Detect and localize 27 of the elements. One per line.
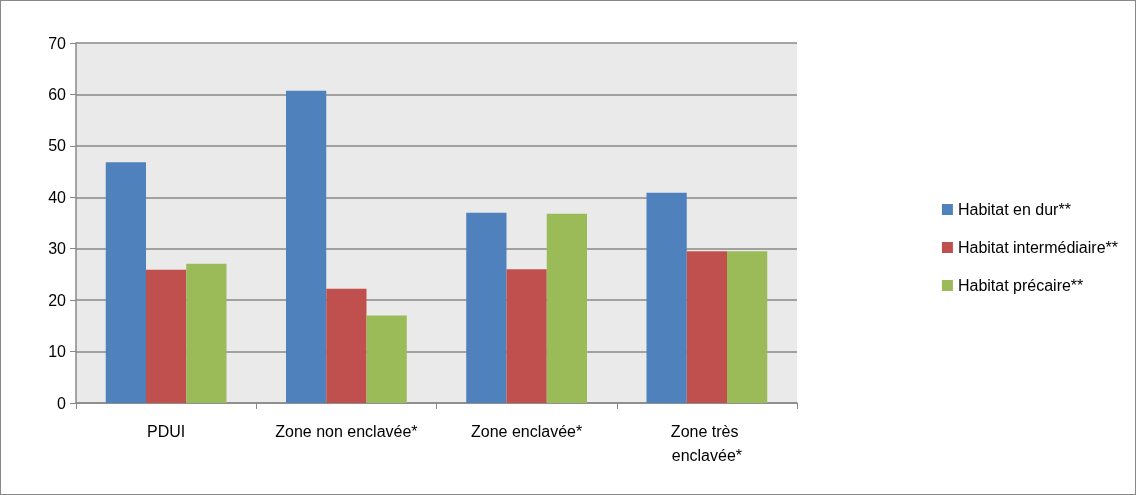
x-tick-label: Zone enclavée* <box>471 422 583 440</box>
bar <box>546 213 588 403</box>
legend-label: Habitat précaire** <box>957 277 1084 294</box>
y-tick-label: 0 <box>57 394 67 412</box>
y-tick-label: 60 <box>48 85 67 103</box>
bar <box>105 162 146 403</box>
bar <box>646 192 687 403</box>
bar <box>366 315 407 403</box>
y-tick-label: 10 <box>48 343 67 361</box>
bar <box>686 251 727 403</box>
y-tick-label: 30 <box>48 240 67 258</box>
x-tick-label: Zone non enclavée* <box>275 422 418 440</box>
bar <box>506 269 547 403</box>
bar <box>727 251 768 403</box>
y-tick-label: 70 <box>48 34 67 52</box>
y-tick-label: 40 <box>48 188 67 206</box>
legend-label: Habitat en dur** <box>957 201 1071 218</box>
bar <box>146 269 187 403</box>
x-tick-label: Zone très enclavée* <box>670 422 743 464</box>
bar <box>466 212 507 403</box>
y-tick-label: 20 <box>48 291 67 309</box>
y-tick-label: 50 <box>48 137 67 155</box>
bar <box>186 263 227 403</box>
bar <box>326 288 367 403</box>
bar <box>285 90 327 403</box>
x-tick-label: PDUI <box>147 422 186 440</box>
legend-label: Habitat intermédiaire** <box>957 239 1118 256</box>
